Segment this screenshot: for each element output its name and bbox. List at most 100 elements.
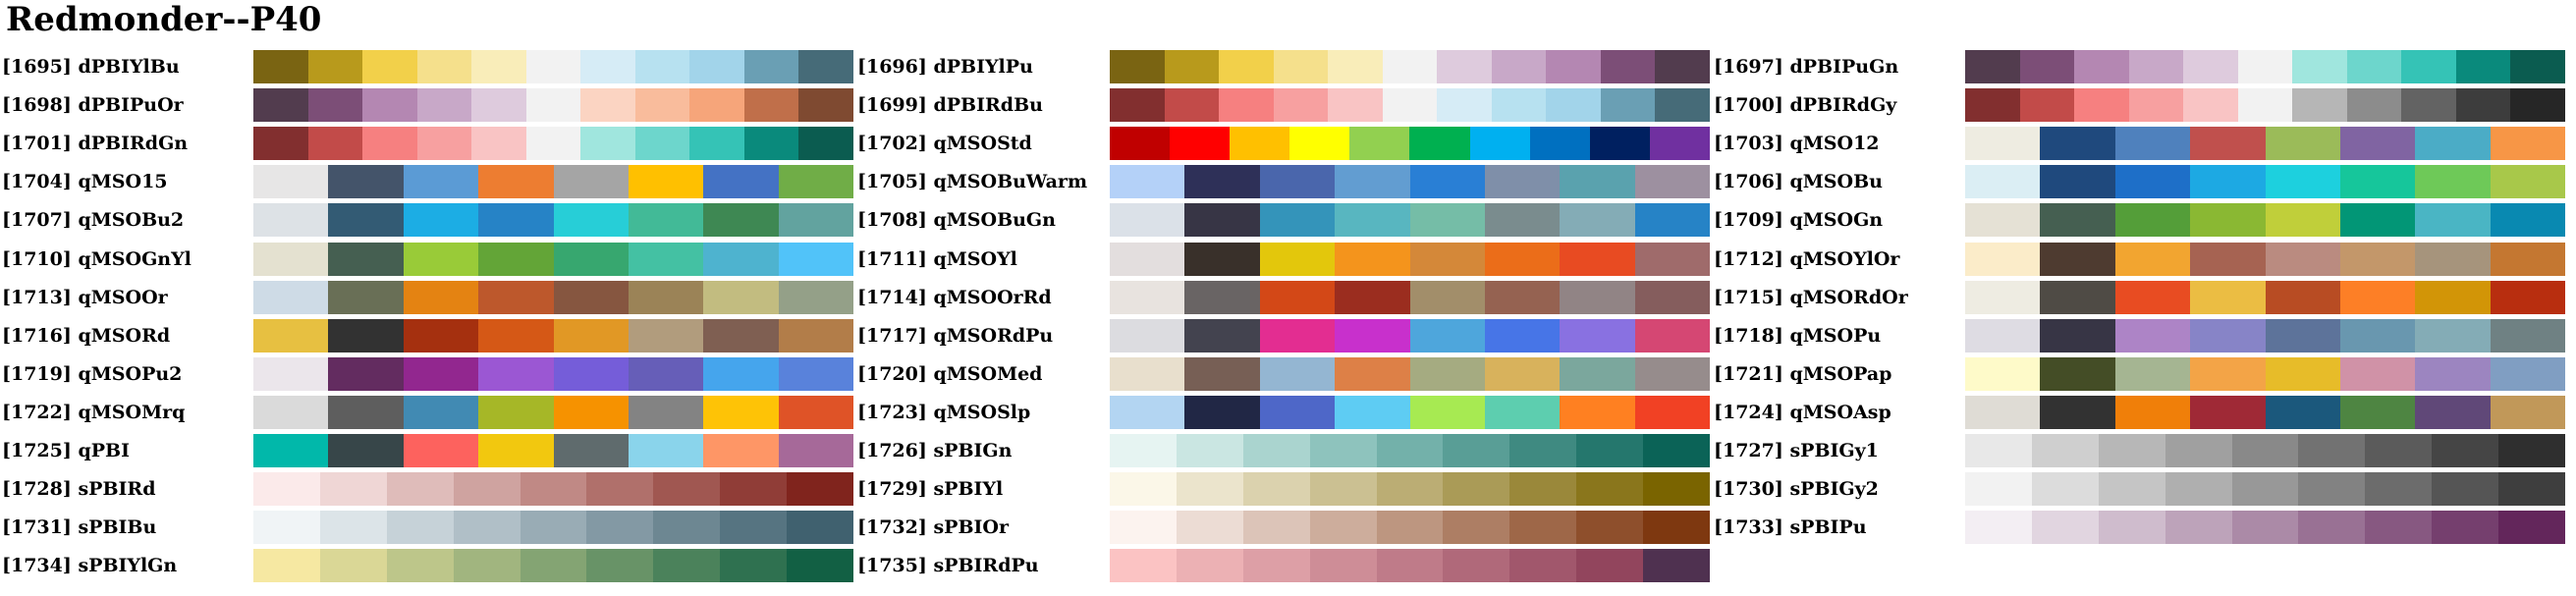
- palette-swatch-row: [1965, 203, 2565, 238]
- palette-swatch-row: [1965, 472, 2566, 507]
- palette-label: [1700] dPBIRdGy: [1714, 94, 1897, 117]
- color-swatch: [2265, 318, 2340, 352]
- color-swatch: [328, 395, 404, 429]
- color-swatch: [1634, 280, 1710, 314]
- color-swatch: [471, 88, 526, 123]
- color-swatch: [634, 88, 690, 123]
- palette-swatch-row: [1110, 127, 1710, 161]
- color-swatch: [1965, 395, 2041, 429]
- color-swatch: [471, 127, 526, 161]
- color-swatch: [2339, 242, 2416, 276]
- color-swatch: [586, 549, 654, 583]
- color-swatch: [1484, 356, 1561, 391]
- color-swatch: [1443, 472, 1510, 507]
- color-swatch: [1600, 50, 1656, 83]
- palette-label: [1707] qMSOBu2: [2, 209, 185, 232]
- palette-label: [1733] sPBIPu: [1714, 516, 1867, 539]
- color-swatch: [1643, 549, 1711, 583]
- color-swatch: [778, 280, 853, 314]
- color-swatch: [478, 165, 554, 199]
- color-swatch: [253, 165, 329, 199]
- palette-label: [1727] sPBIGy1: [1714, 440, 1879, 461]
- color-swatch: [2298, 511, 2366, 545]
- color-swatch: [1242, 472, 1310, 507]
- color-swatch: [253, 50, 308, 83]
- color-swatch: [2498, 472, 2566, 507]
- palette-swatch-row: [1110, 203, 1710, 238]
- color-swatch: [628, 434, 704, 467]
- color-swatch: [253, 472, 320, 507]
- color-swatch: [2237, 50, 2293, 83]
- color-swatch: [2510, 50, 2566, 83]
- color-swatch: [1437, 88, 1492, 123]
- color-swatch: [1376, 549, 1444, 583]
- color-swatch: [1184, 280, 1260, 314]
- color-swatch: [580, 88, 635, 123]
- color-swatch: [1965, 511, 2032, 545]
- palette-label: [1723] qMSOSlp: [857, 401, 1031, 423]
- color-swatch: [1349, 127, 1410, 161]
- color-swatch: [2265, 203, 2340, 238]
- color-swatch: [403, 356, 479, 391]
- color-swatch: [2490, 280, 2565, 314]
- color-swatch: [1184, 356, 1260, 391]
- color-swatch: [778, 165, 853, 199]
- color-swatch: [253, 511, 320, 545]
- color-swatch: [478, 203, 554, 238]
- color-swatch: [403, 280, 479, 314]
- color-swatch: [1560, 395, 1635, 429]
- color-swatch: [628, 356, 704, 391]
- color-swatch: [1110, 356, 1185, 391]
- color-swatch: [1219, 50, 1274, 83]
- color-swatch: [471, 50, 526, 83]
- color-swatch: [453, 549, 521, 583]
- color-swatch: [1242, 549, 1310, 583]
- color-swatch: [2031, 472, 2099, 507]
- color-swatch: [1170, 127, 1231, 161]
- color-swatch: [628, 395, 704, 429]
- color-swatch: [2040, 318, 2115, 352]
- color-swatch: [1309, 472, 1377, 507]
- color-swatch: [2298, 434, 2366, 467]
- color-swatch: [1560, 203, 1635, 238]
- color-swatch: [328, 356, 404, 391]
- palette-label: [1734] sPBIYlGn: [2, 555, 178, 577]
- palette-swatch-row: [1965, 50, 2566, 83]
- palette-label: [1721] qMSOPap: [1714, 362, 1892, 385]
- color-swatch: [2183, 88, 2238, 123]
- palette-label: [1698] dPBIPuOr: [2, 94, 184, 117]
- color-swatch: [328, 434, 404, 467]
- color-swatch: [1259, 280, 1336, 314]
- color-swatch: [2432, 472, 2499, 507]
- color-swatch: [653, 549, 721, 583]
- palette-label: [1713] qMSOOr: [2, 286, 168, 308]
- color-swatch: [653, 511, 721, 545]
- color-swatch: [628, 242, 704, 276]
- color-swatch: [1443, 511, 1510, 545]
- color-swatch: [2190, 242, 2266, 276]
- color-swatch: [478, 356, 554, 391]
- color-swatch: [2365, 511, 2433, 545]
- palette-swatch-row: [253, 511, 854, 545]
- color-swatch: [253, 395, 329, 429]
- color-swatch: [1965, 242, 2041, 276]
- color-swatch: [703, 395, 779, 429]
- palette-swatch-row: [1965, 242, 2565, 276]
- color-swatch: [1509, 472, 1577, 507]
- color-swatch: [2190, 395, 2266, 429]
- color-swatch: [1110, 50, 1165, 83]
- color-swatch: [2339, 395, 2416, 429]
- color-swatch: [689, 88, 744, 123]
- color-swatch: [1259, 395, 1336, 429]
- color-swatch: [553, 356, 629, 391]
- palette-label: [1715] qMSORdOr: [1714, 286, 1908, 308]
- palette-label: [1724] qMSOAsp: [1714, 401, 1891, 423]
- color-swatch: [525, 127, 581, 161]
- color-swatch: [403, 434, 479, 467]
- color-swatch: [453, 511, 521, 545]
- palette-swatch-row: [253, 356, 853, 391]
- color-swatch: [1335, 242, 1410, 276]
- color-swatch: [520, 549, 587, 583]
- color-swatch: [1546, 50, 1601, 83]
- color-swatch: [798, 127, 854, 161]
